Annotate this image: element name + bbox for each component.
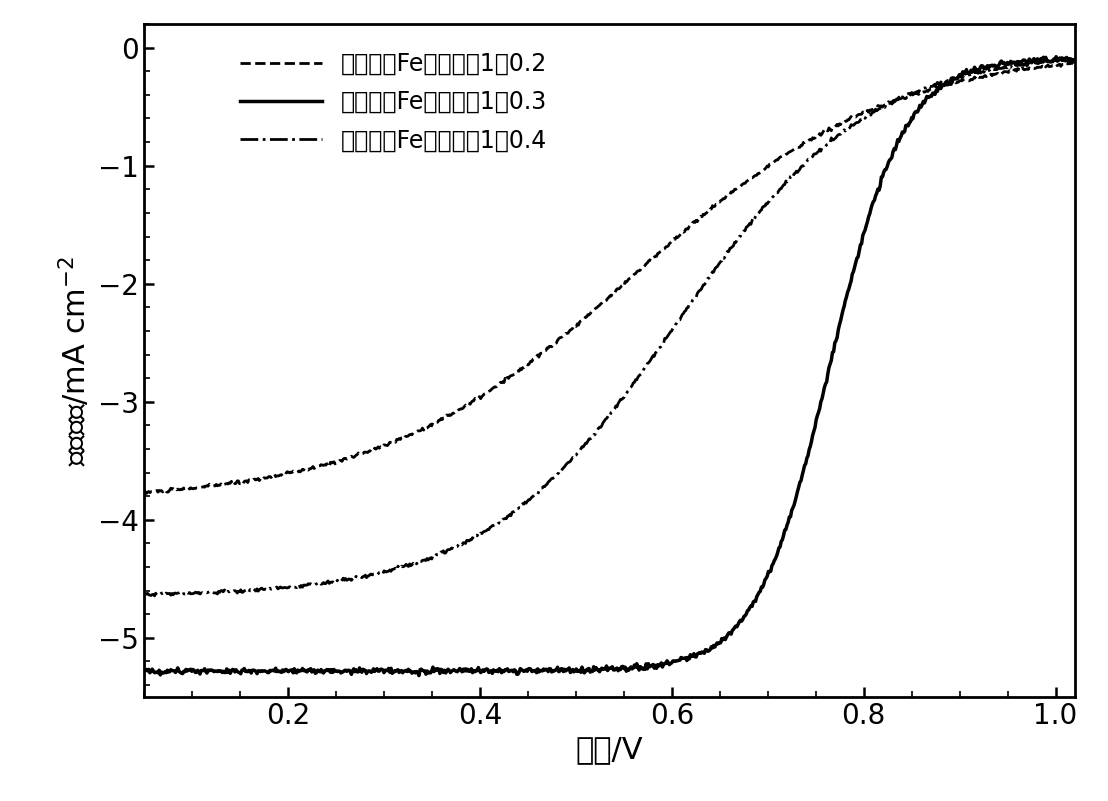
预聚体与Fe盐质量比1：0.4 <box>844 120 858 130</box>
预聚体与Fe盐质量比1：0.2 <box>137 486 151 496</box>
预聚体与Fe盐质量比1：0.3 <box>1049 52 1063 62</box>
预聚体与Fe盐质量比1：0.4 <box>1064 53 1077 62</box>
预聚体与Fe盐质量比1：0.3 <box>1068 56 1081 66</box>
预聚体与Fe盐质量比1：0.2 <box>196 482 209 492</box>
预聚体与Fe盐质量比1：0.4 <box>731 234 745 244</box>
Legend: 预聚体与Fe盐质量比1：0.2, 预聚体与Fe盐质量比1：0.3, 预聚体与Fe盐质量比1：0.4: 预聚体与Fe盐质量比1：0.2, 预聚体与Fe盐质量比1：0.3, 预聚体与Fe… <box>230 42 557 162</box>
X-axis label: 电位/V: 电位/V <box>575 735 644 764</box>
预聚体与Fe盐质量比1：0.4 <box>137 589 151 598</box>
预聚体与Fe盐质量比1：0.3 <box>704 645 717 654</box>
预聚体与Fe盐质量比1：0.3 <box>412 670 425 680</box>
Y-axis label: 电流密度/mA cm$^{-2}$: 电流密度/mA cm$^{-2}$ <box>58 256 93 465</box>
预聚体与Fe盐质量比1：0.4 <box>147 591 161 601</box>
预聚体与Fe盐质量比1：0.3 <box>844 276 858 286</box>
Line: 预聚体与Fe盐质量比1：0.3: 预聚体与Fe盐质量比1：0.3 <box>144 57 1075 675</box>
预聚体与Fe盐质量比1：0.4 <box>679 306 692 316</box>
预聚体与Fe盐质量比1：0.2 <box>1063 57 1076 66</box>
预聚体与Fe盐质量比1：0.2 <box>1068 58 1081 67</box>
预聚体与Fe盐质量比1：0.2 <box>731 183 745 192</box>
预聚体与Fe盐质量比1：0.2 <box>940 80 953 90</box>
预聚体与Fe盐质量比1：0.3 <box>731 619 745 629</box>
Line: 预聚体与Fe盐质量比1：0.4: 预聚体与Fe盐质量比1：0.4 <box>144 58 1075 596</box>
预聚体与Fe盐质量比1：0.2 <box>140 489 153 498</box>
预聚体与Fe盐质量比1：0.3 <box>679 653 692 662</box>
预聚体与Fe盐质量比1：0.4 <box>704 272 717 282</box>
预聚体与Fe盐质量比1：0.4 <box>196 588 209 598</box>
预聚体与Fe盐质量比1：0.2 <box>679 224 692 234</box>
Line: 预聚体与Fe盐质量比1：0.2: 预聚体与Fe盐质量比1：0.2 <box>144 62 1075 493</box>
预聚体与Fe盐质量比1：0.4 <box>1068 55 1081 65</box>
预聚体与Fe盐质量比1：0.3 <box>195 666 208 675</box>
预聚体与Fe盐质量比1：0.3 <box>940 77 953 87</box>
预聚体与Fe盐质量比1：0.2 <box>844 111 858 121</box>
预聚体与Fe盐质量比1：0.4 <box>940 76 953 86</box>
预聚体与Fe盐质量比1：0.2 <box>704 204 717 214</box>
预聚体与Fe盐质量比1：0.3 <box>137 666 151 676</box>
